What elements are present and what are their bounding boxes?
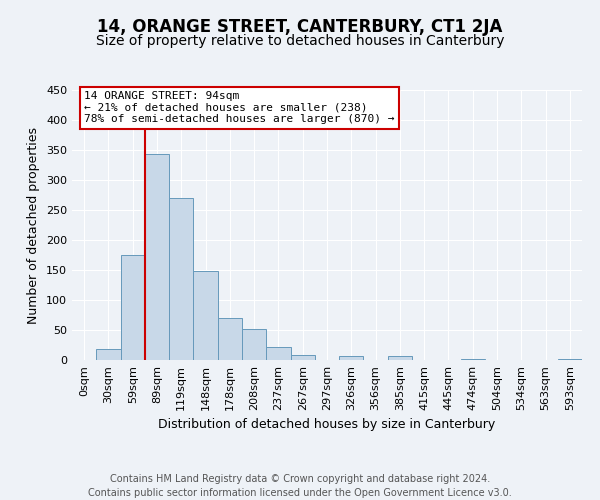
Bar (169, 198, 193, 360)
Bar (388, 356, 412, 360)
Y-axis label: Number of detached properties: Number of detached properties (28, 126, 40, 324)
Bar (339, 356, 364, 360)
Text: 14 ORANGE STREET: 94sqm
← 21% of detached houses are smaller (238)
78% of semi-d: 14 ORANGE STREET: 94sqm ← 21% of detache… (84, 91, 395, 124)
Bar (193, 271, 218, 360)
Bar (96, 349, 121, 360)
Bar (242, 329, 266, 360)
Text: Size of property relative to detached houses in Canterbury: Size of property relative to detached ho… (96, 34, 504, 48)
Bar (121, 255, 145, 360)
X-axis label: Distribution of detached houses by size in Canterbury: Distribution of detached houses by size … (158, 418, 496, 432)
Bar (218, 318, 242, 360)
Bar (145, 154, 169, 360)
Bar (266, 347, 290, 360)
Text: 14, ORANGE STREET, CANTERBURY, CT1 2JA: 14, ORANGE STREET, CANTERBURY, CT1 2JA (97, 18, 503, 36)
Bar (290, 355, 315, 360)
Text: Contains HM Land Registry data © Crown copyright and database right 2024.
Contai: Contains HM Land Registry data © Crown c… (88, 474, 512, 498)
